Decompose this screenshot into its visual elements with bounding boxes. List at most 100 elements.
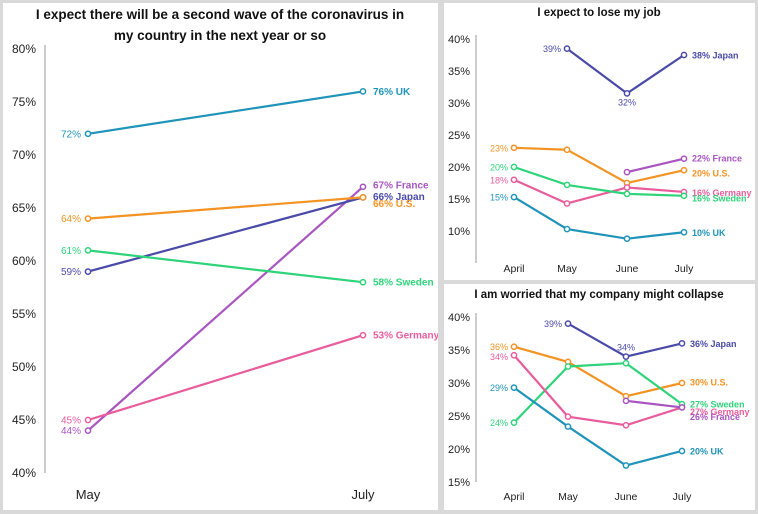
series-end-label: 26% France	[690, 412, 740, 422]
data-point-japan	[84, 268, 92, 275]
data-point-japan	[623, 90, 631, 97]
data-point-germany	[359, 331, 367, 339]
y-tick-label: 40%	[448, 312, 470, 324]
data-point-sweden	[359, 278, 367, 286]
data-label-mid: 32%	[618, 97, 636, 107]
data-point-germany	[622, 421, 630, 429]
series-end-label: 53% Germany	[373, 331, 438, 342]
data-point-france	[623, 168, 631, 176]
series-line-japan	[87, 196, 364, 273]
series-end-label: 58% Sweden	[373, 278, 434, 289]
y-tick-label: 65%	[12, 201, 36, 215]
x-tick-label: July	[351, 487, 375, 502]
series-end-label: 20% U.S.	[692, 169, 730, 179]
data-label-start: 23%	[490, 143, 508, 153]
data-point-sweden	[510, 419, 518, 426]
series-end-label: 22% France	[692, 154, 742, 164]
chart-lose-job: I expect to lose my job 10% 15% 20% 25% 30% 35…	[448, 7, 752, 275]
data-point-sweden	[680, 192, 688, 200]
series-line-uk	[513, 386, 683, 467]
y-tick-label: 35%	[448, 345, 470, 357]
data-point-uk	[678, 447, 686, 455]
y-tick-label: 45%	[12, 413, 36, 427]
series-line-sweden	[87, 249, 364, 284]
data-point-france	[680, 155, 688, 163]
data-point-us	[510, 144, 518, 152]
series-line-us	[513, 345, 683, 398]
data-label-start: 44%	[61, 426, 81, 437]
chart-title: I expect to lose my job	[537, 7, 660, 19]
y-tick-label: 60%	[12, 254, 36, 268]
data-point-us	[563, 146, 571, 154]
series-line-sweden	[513, 362, 683, 424]
data-point-uk	[359, 88, 367, 95]
series-end-label: 27% Germany	[690, 407, 750, 417]
chart-panel-second-wave: I expect there will be a second wave of …	[3, 3, 438, 510]
data-label-start: 34%	[490, 352, 508, 362]
data-label-start: 61%	[61, 246, 81, 257]
data-point-us	[84, 215, 92, 222]
series-end-label: 38% Japan	[692, 51, 739, 61]
series-line-germany	[87, 334, 364, 422]
data-label-start: 18%	[490, 175, 508, 185]
data-point-us	[680, 166, 688, 174]
data-point-sweden	[510, 163, 518, 171]
chart-second-wave: I expect there will be a second wave of …	[12, 7, 438, 502]
series-end-label: 67% France	[373, 180, 429, 191]
data-label-mid: 34%	[617, 343, 635, 353]
series-line-uk	[513, 196, 685, 240]
series-line-us	[513, 146, 685, 185]
y-tick-label: 30%	[448, 378, 470, 390]
x-tick-label: May	[76, 487, 101, 502]
data-point-uk	[563, 225, 571, 233]
y-tick-label: 50%	[12, 360, 36, 374]
data-point-japan	[680, 51, 688, 59]
x-tick-label: April	[503, 491, 524, 503]
y-tick-label: 25%	[448, 411, 470, 423]
chart-company-collapse: I am worried that my company might colla…	[448, 289, 750, 503]
x-tick-label: May	[557, 263, 578, 275]
y-tick-label: 15%	[448, 477, 470, 489]
series-line-france	[625, 399, 683, 409]
x-tick-label: April	[503, 263, 524, 275]
y-tick-label: 10%	[448, 226, 470, 238]
data-label-start: 59%	[61, 267, 81, 278]
data-point-sweden	[622, 359, 630, 367]
x-tick-label: June	[615, 491, 638, 503]
chart-panel-lose-job: I expect to lose my job 10% 15% 20% 25% 30% 35…	[444, 3, 755, 280]
data-label-start: 36%	[490, 342, 508, 352]
data-point-uk	[623, 235, 631, 243]
chart-title: I am worried that my company might colla…	[474, 289, 723, 301]
data-point-uk	[510, 193, 518, 201]
series-end-label: 66% Japan	[373, 192, 425, 203]
data-point-sweden	[563, 181, 571, 189]
data-label-start: 20%	[490, 163, 508, 173]
series-line-france	[626, 157, 685, 174]
data-point-uk	[84, 130, 92, 138]
data-point-germany	[510, 351, 518, 359]
data-point-germany	[563, 200, 571, 207]
data-point-us	[678, 379, 686, 387]
data-point-sweden	[84, 247, 92, 254]
data-point-sweden	[564, 363, 572, 370]
data-label-start: 39%	[543, 44, 561, 54]
series-line-japan	[566, 47, 685, 95]
data-point-uk	[622, 462, 630, 469]
data-point-france	[359, 183, 367, 191]
chart-panel-company-collapse: I am worried that my company might colla…	[444, 284, 755, 510]
x-tick-label: May	[558, 491, 579, 503]
series-line-sweden	[513, 165, 685, 197]
data-label-start: 24%	[490, 418, 508, 428]
data-label-start: 29%	[490, 383, 508, 393]
data-point-uk	[680, 228, 688, 236]
y-tick-label: 75%	[12, 95, 36, 109]
series-line-france	[87, 185, 364, 432]
data-point-uk	[510, 384, 518, 391]
data-point-germany	[510, 176, 518, 184]
series-end-label: 10% UK	[692, 228, 726, 238]
y-tick-label: 20%	[448, 444, 470, 456]
y-tick-label: 40%	[12, 466, 36, 480]
series-line-uk	[87, 90, 364, 135]
data-point-germany	[84, 416, 92, 424]
chart-title: I expect there will be a second wave of …	[36, 7, 404, 22]
